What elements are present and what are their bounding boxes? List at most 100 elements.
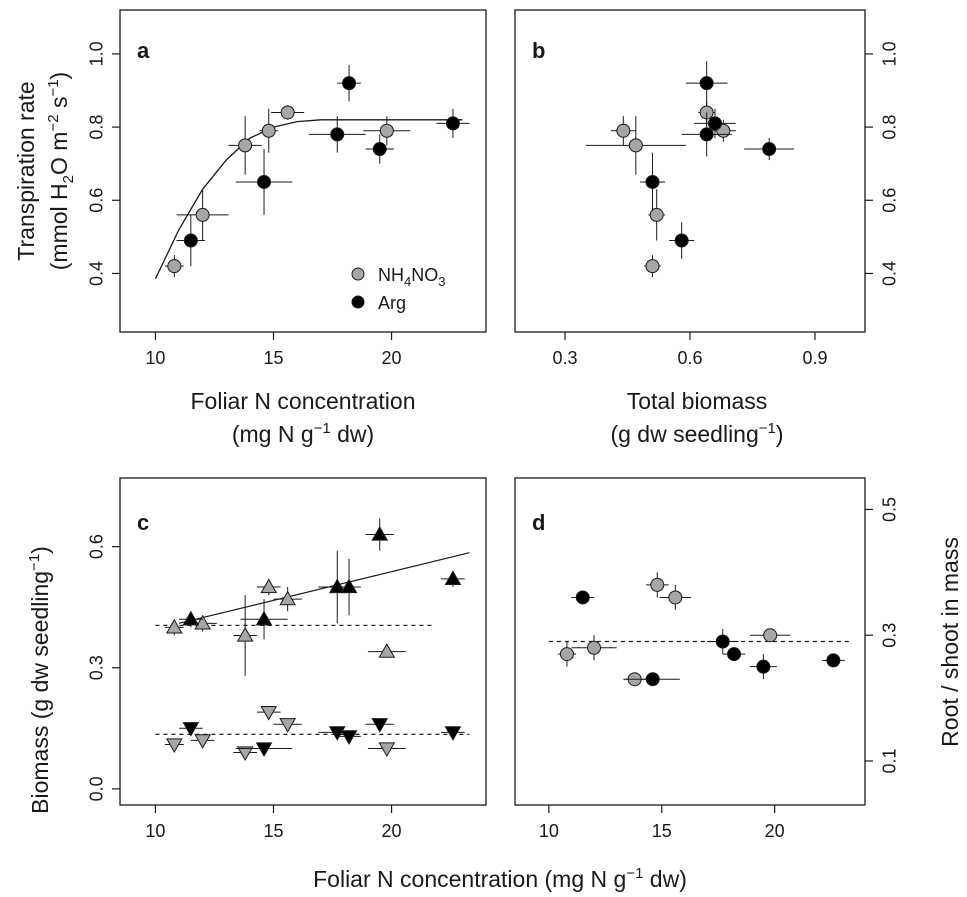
panel-d-xtick-label: 20 [765, 821, 785, 841]
panel-a-series-0-point-2 [238, 138, 253, 153]
panel-c-series-0-point-3 [260, 578, 278, 594]
panel-b-series-0-point-2 [645, 259, 660, 274]
panel-c-ytick-label: 0.3 [86, 655, 106, 680]
panel-b-series-1-point-3 [699, 76, 714, 91]
legend-nh4no3-label: NH4NO3 [378, 265, 445, 289]
panel-c-ytick-label: 0.6 [86, 534, 106, 559]
panel-a-series-0-point-3 [261, 123, 276, 138]
panel-a-xlabel-line1: Foliar N concentration [191, 388, 416, 414]
panel-c-series-3-point-2 [328, 726, 346, 741]
panel-c-series-1-point-4 [371, 526, 389, 541]
panel-d-ytick-label: 0.1 [879, 748, 899, 773]
panel-c-xtick-label: 10 [145, 821, 165, 841]
panel-d-series-0-point-3 [650, 577, 665, 592]
panel-d-frame [514, 477, 866, 806]
legend-arg-label: Arg [378, 293, 406, 313]
panel-c-series-3-point-0 [182, 722, 200, 737]
panel-c-ylabel: Biomass (g dw seedling−1) [26, 546, 53, 814]
panel-c-series-2-point-2 [236, 746, 254, 762]
panel-a-fit-line [154, 119, 463, 280]
panel-c-series-2-point-0 [165, 738, 183, 753]
panel-c-series-0-point-2 [236, 626, 254, 642]
panel-d-series-0-point-0 [559, 647, 574, 662]
panel-a-frame [119, 9, 487, 333]
panel-d-letter: d [532, 510, 545, 535]
panel-a-ytick-label: 0.8 [86, 115, 106, 140]
panel-b-xtick-label: 0.9 [802, 348, 827, 368]
panel-a-series-1-point-3 [342, 76, 357, 91]
panel-a-ylabel-line1: Transpiration rate [13, 81, 39, 260]
panel-d-series-1-point-5 [826, 653, 841, 668]
panel-b-series-0-point-3 [649, 207, 664, 222]
panel-c-solid-line-0 [178, 552, 470, 624]
panel-c-series-1-point-3 [340, 578, 358, 594]
panel-d-series-1-point-4 [756, 659, 771, 674]
legend-nh4no3-marker [351, 267, 365, 281]
panel-c-series-1-point-0 [182, 610, 200, 626]
panel-c-series-2-point-1 [194, 734, 212, 749]
panel-a-xtick-label: 15 [263, 348, 283, 368]
panel-d-series-0-point-1 [587, 640, 602, 655]
panel-b-series-1-point-0 [645, 174, 660, 189]
panel-a-ytick-label: 0.4 [86, 261, 106, 286]
bottom-xlabel: Foliar N concentration (mg N g−1 dw) [313, 865, 687, 892]
panel-a-series-1-point-4 [372, 142, 387, 157]
panel-c-series-2-point-5 [378, 742, 396, 757]
panel-b-xlabel-line2: (g dw seedling−1) [610, 420, 783, 447]
panel-a-series-0-point-4 [280, 105, 295, 120]
panel-a-ytick-label: 0.6 [86, 188, 106, 213]
panel-a-series-1-point-2 [330, 127, 345, 142]
panel-d-series-1-point-2 [715, 634, 730, 649]
panel-c-xtick-label: 15 [263, 821, 283, 841]
panel-b-xlabel-line1: Total biomass [627, 388, 768, 414]
panel-a-ylabel-line2: (mmol H2O m−2 s−1) [45, 72, 77, 270]
panel-b-xtick-label: 0.6 [677, 348, 702, 368]
panel-b-series-0-point-0 [616, 123, 631, 138]
panel-d-series-1-point-0 [575, 590, 590, 605]
panel-b-letter: b [532, 38, 545, 63]
panel-a-series-0-point-1 [195, 207, 210, 222]
legend: NH4NO3 Arg [351, 265, 445, 313]
panel-d-ylabel: Root / shoot in mass [937, 537, 963, 747]
legend-arg-marker [351, 295, 365, 309]
panel-a-letter: a [137, 38, 150, 63]
panel-a-series-0-point-5 [379, 123, 394, 138]
panel-a-series-1-point-0 [183, 233, 198, 248]
panel-c-series-3-point-5 [444, 726, 462, 741]
panel-c-series-3-point-1 [255, 742, 273, 757]
panel-d-series-0-point-4 [668, 590, 683, 605]
panel-b-ytick-label: 0.8 [879, 115, 899, 140]
panel-d-series-0-point-5 [763, 628, 778, 643]
axis-ticks: 10 15 20 0.4 0.6 0.8 1.0 0.3 0.6 0.9 0.4 0.6 0.8 1.0 1… [86, 41, 899, 841]
chart-marks [154, 61, 850, 762]
panel-a-series-1-point-5 [445, 116, 460, 131]
panel-b-ytick-label: 0.4 [879, 261, 899, 286]
panel-c-series-1-point-1 [255, 610, 273, 626]
panel-a-ytick-label: 1.0 [86, 41, 106, 66]
panel-c-frame [119, 477, 487, 806]
panel-c-letter: c [137, 510, 149, 535]
panel-c-series-0-point-5 [378, 643, 396, 658]
panel-c-series-2-point-3 [260, 706, 278, 721]
panel-b-ytick-label: 1.0 [879, 41, 899, 66]
panel-c-series-3-point-3 [340, 730, 358, 745]
panel-d-series-1-point-1 [645, 672, 660, 687]
panel-a-xlabel-line2: (mg N g−1 dw) [232, 420, 374, 447]
panel-b-series-1-point-5 [762, 142, 777, 157]
panel-d-xtick-label: 10 [539, 821, 559, 841]
panel-c-ytick-label: 0.0 [86, 776, 106, 801]
panel-d-ytick-label: 0.5 [879, 497, 899, 522]
panel-b-ytick-label: 0.6 [879, 188, 899, 213]
panel-b-series-1-point-1 [674, 233, 689, 248]
panel-c-series-1-point-5 [444, 570, 462, 586]
panel-c-series-0-point-1 [194, 614, 212, 630]
panel-c-series-2-point-4 [279, 718, 297, 733]
panel-d-series-1-point-3 [727, 647, 742, 662]
panel-b-frame [514, 9, 866, 333]
panel-c-series-0-point-4 [279, 590, 297, 606]
panel-b-series-1-point-2 [699, 127, 714, 142]
panel-d-xtick-label: 15 [652, 821, 672, 841]
panel-c-series-1-point-2 [328, 578, 346, 594]
panel-d-ytick-label: 0.3 [879, 623, 899, 648]
panel-a-series-1-point-1 [257, 174, 272, 189]
